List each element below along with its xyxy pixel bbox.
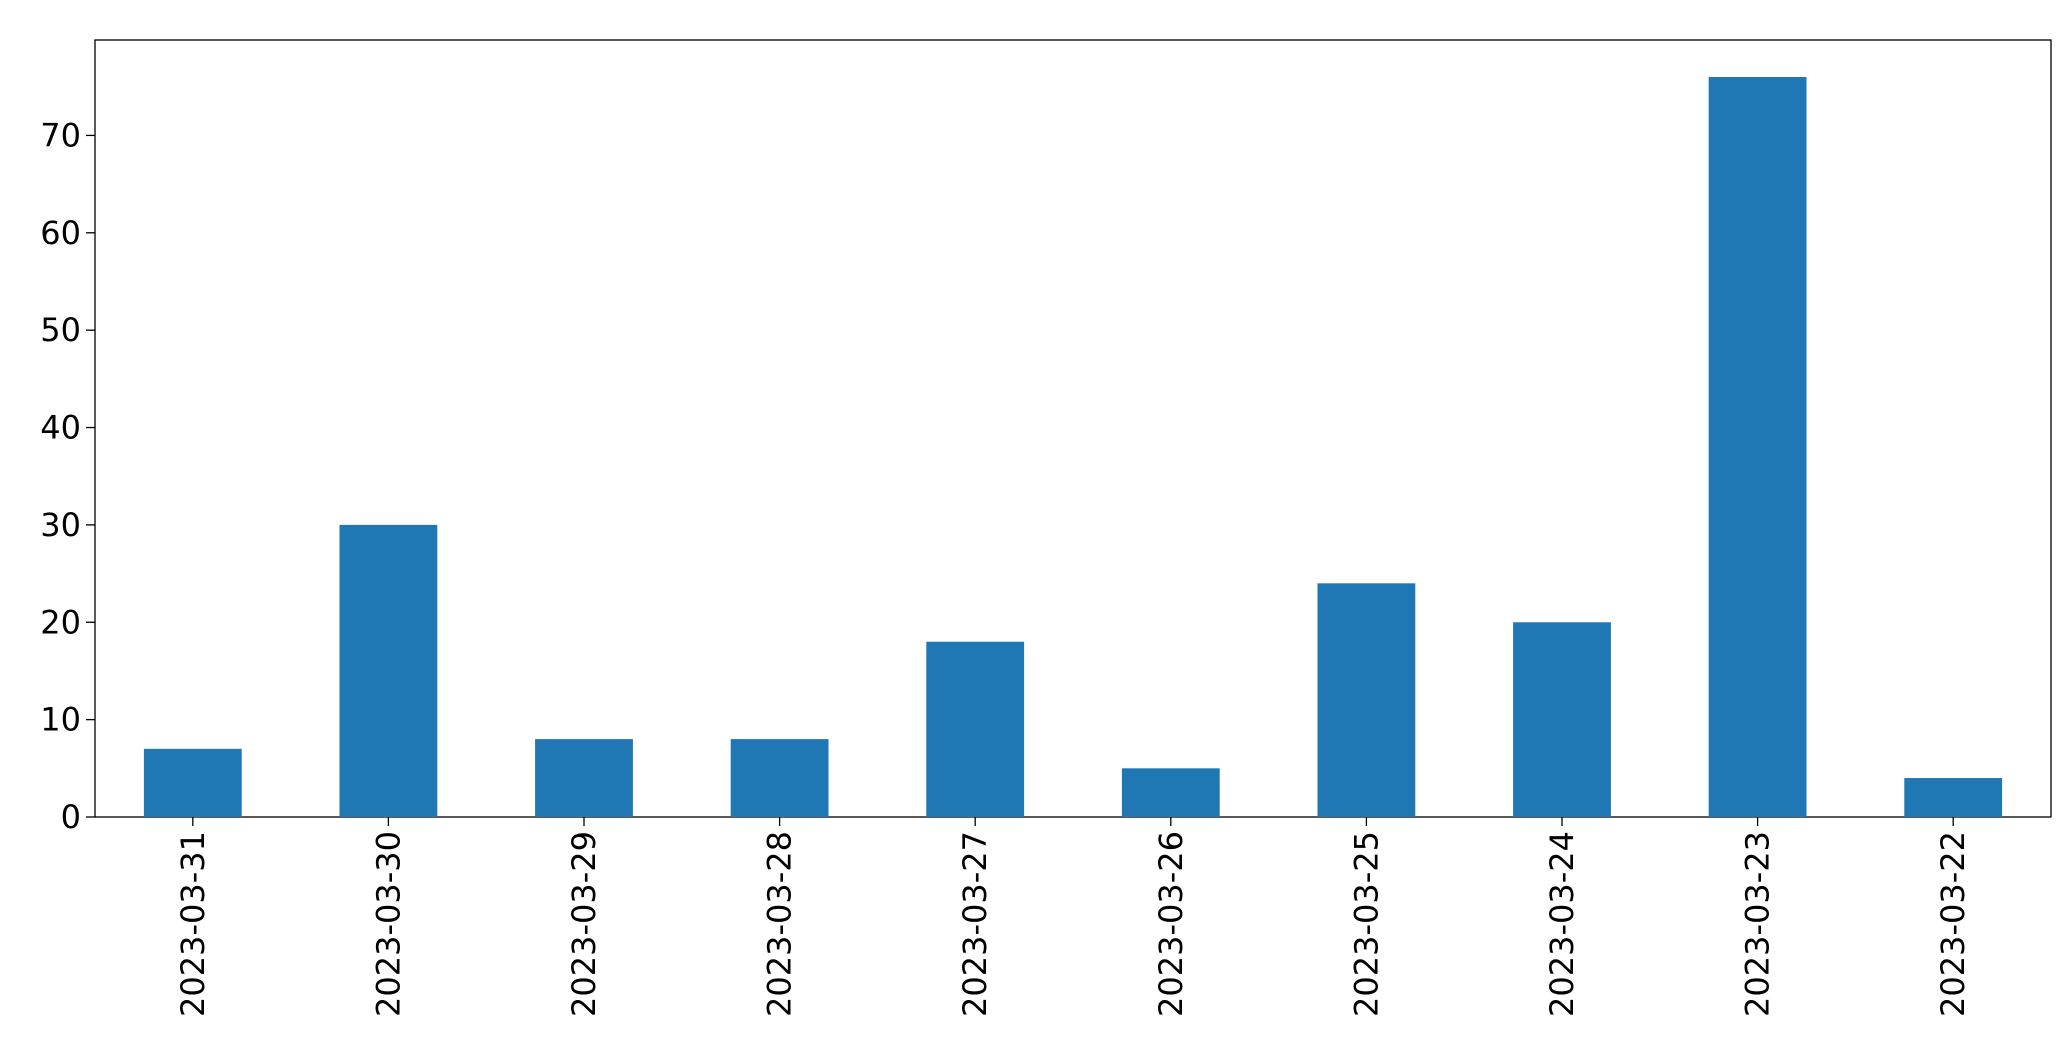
x-tick-label: 2023-03-28 bbox=[761, 831, 799, 1017]
x-tick-label: 2023-03-30 bbox=[369, 831, 407, 1017]
y-tick-label: 50 bbox=[40, 311, 81, 349]
y-tick-label: 0 bbox=[61, 798, 81, 836]
bar bbox=[1708, 77, 1807, 817]
x-tick-label: 2023-03-23 bbox=[1739, 831, 1777, 1017]
x-tick-label: 2023-03-25 bbox=[1347, 831, 1385, 1017]
bar bbox=[1317, 583, 1416, 817]
bar bbox=[1121, 768, 1220, 817]
axes-frame bbox=[94, 39, 2052, 818]
y-tick-label: 70 bbox=[40, 116, 81, 154]
y-tick-label: 30 bbox=[40, 506, 81, 544]
x-tick-label: 2023-03-26 bbox=[1152, 831, 1190, 1017]
bar bbox=[339, 524, 438, 817]
y-tick-label: 60 bbox=[40, 214, 81, 252]
x-tick-label: 2023-03-27 bbox=[956, 831, 994, 1017]
x-tick-label: 2023-03-29 bbox=[565, 831, 603, 1017]
bar bbox=[926, 641, 1025, 817]
bar bbox=[1513, 622, 1611, 817]
bar bbox=[535, 739, 633, 817]
x-tick-label: 2023-03-22 bbox=[1934, 831, 1972, 1017]
x-tick-label: 2023-03-24 bbox=[1543, 831, 1581, 1017]
x-tick-label: 2023-03-31 bbox=[174, 831, 212, 1017]
y-tick-label: 10 bbox=[40, 701, 81, 739]
y-tick-label: 20 bbox=[40, 603, 81, 641]
y-tick-label: 40 bbox=[40, 409, 81, 447]
bar bbox=[143, 748, 242, 817]
bar bbox=[1904, 778, 2003, 817]
bar bbox=[730, 739, 829, 817]
